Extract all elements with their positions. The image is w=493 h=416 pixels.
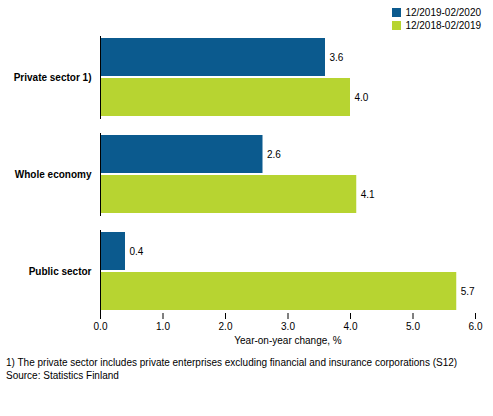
svg-text:1.0: 1.0 bbox=[156, 321, 170, 332]
svg-text:0.0: 0.0 bbox=[94, 321, 108, 332]
svg-text:6.0: 6.0 bbox=[469, 321, 483, 332]
svg-text:2.0: 2.0 bbox=[219, 321, 233, 332]
svg-text:Whole economy: Whole economy bbox=[15, 169, 92, 180]
svg-text:2.6: 2.6 bbox=[267, 149, 281, 160]
svg-text:3.0: 3.0 bbox=[281, 321, 295, 332]
html-text:1) The private sector includes: 1) The private sector includes private e… bbox=[6, 357, 458, 368]
svg-text:Private sector 1): Private sector 1) bbox=[14, 72, 92, 83]
svg-text:5.7: 5.7 bbox=[461, 286, 475, 297]
html-text:12/2019-02/2020: 12/2019-02/2020 bbox=[405, 7, 481, 18]
svg-text:4.0: 4.0 bbox=[355, 92, 369, 103]
svg-text:Public sector: Public sector bbox=[29, 266, 92, 277]
svg-text:5.0: 5.0 bbox=[406, 321, 420, 332]
svg-text:4.1: 4.1 bbox=[361, 189, 375, 200]
svg-text:3.6: 3.6 bbox=[330, 52, 344, 63]
html-text:12/2018-02/2019: 12/2018-02/2019 bbox=[405, 20, 481, 31]
svg-text:4.0: 4.0 bbox=[344, 321, 358, 332]
html-text:Source: Statistics Finland: Source: Statistics Finland bbox=[6, 370, 119, 381]
svg-text:0.4: 0.4 bbox=[130, 246, 144, 257]
svg-text:Year-on-year change, %: Year-on-year change, % bbox=[234, 335, 342, 346]
